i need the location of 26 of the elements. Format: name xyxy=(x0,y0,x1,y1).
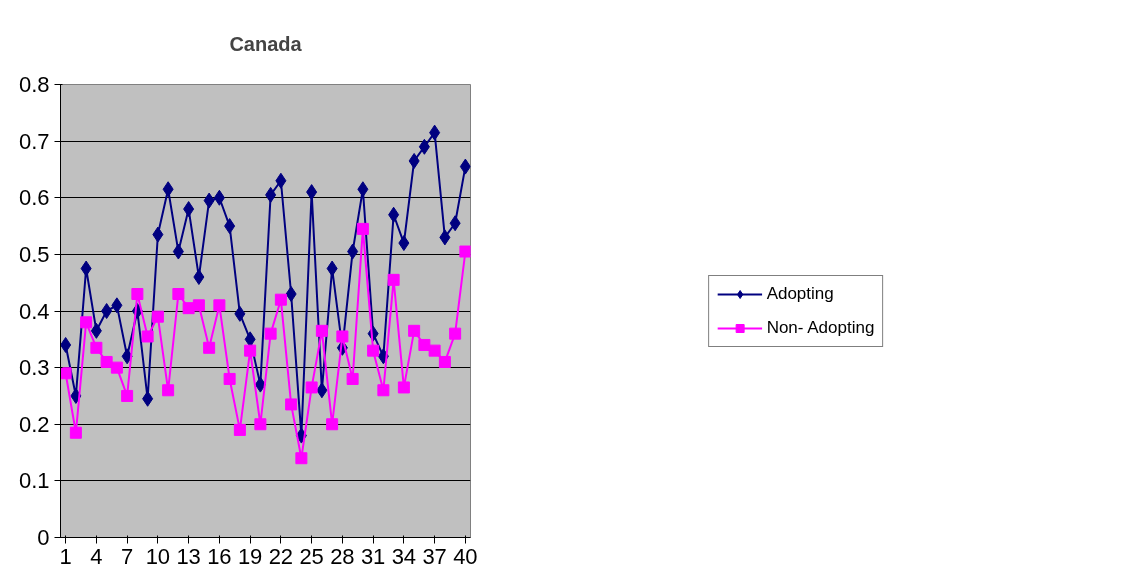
y-tick-label: 0.1 xyxy=(18,468,50,494)
x-tick-label: 31 xyxy=(360,543,386,569)
x-tick-label: 13 xyxy=(176,543,201,569)
legend-label: Non- Adopting xyxy=(766,317,875,338)
x-tick-label: 40 xyxy=(453,543,478,569)
x-tick-label: 25 xyxy=(299,543,324,569)
x-tick-label: 28 xyxy=(330,543,355,569)
x-tick-label: 10 xyxy=(145,543,171,569)
x-tick-label: 7 xyxy=(121,543,134,569)
y-tick-label: 0.5 xyxy=(18,241,50,267)
x-tick-label: 4 xyxy=(90,543,103,569)
legend-label: Adopting xyxy=(766,283,834,304)
y-tick-label: 0.4 xyxy=(18,298,50,324)
x-tick-label: 22 xyxy=(268,543,294,569)
chart-title: Canada xyxy=(229,32,303,55)
x-tick-label: 16 xyxy=(207,543,232,569)
x-tick-label: 37 xyxy=(422,543,447,569)
x-tick-label: 34 xyxy=(391,543,417,569)
y-tick-label: 0.8 xyxy=(18,72,50,97)
y-tick-label: 0.7 xyxy=(18,128,50,154)
y-tick-label: 0.3 xyxy=(18,355,50,381)
y-tick-label: 0.6 xyxy=(18,185,50,211)
y-tick-label: 0.2 xyxy=(18,411,50,437)
x-tick-label: 1 xyxy=(59,543,72,569)
x-tick-label: 19 xyxy=(237,543,263,569)
y-tick-label: 0 xyxy=(37,525,50,550)
